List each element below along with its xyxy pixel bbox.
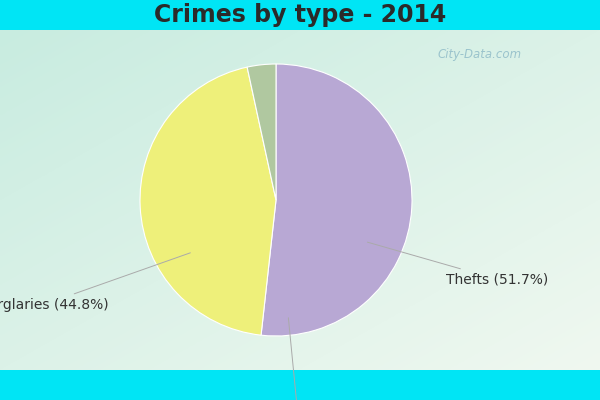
- Wedge shape: [247, 64, 276, 200]
- Text: Auto thefts (3.4%): Auto thefts (3.4%): [235, 318, 362, 400]
- Text: Burglaries (44.8%): Burglaries (44.8%): [0, 253, 190, 312]
- Wedge shape: [261, 64, 412, 336]
- Wedge shape: [140, 67, 276, 335]
- Text: City-Data.com: City-Data.com: [438, 48, 522, 61]
- Text: Crimes by type - 2014: Crimes by type - 2014: [154, 3, 446, 27]
- Text: Thefts (51.7%): Thefts (51.7%): [367, 242, 548, 286]
